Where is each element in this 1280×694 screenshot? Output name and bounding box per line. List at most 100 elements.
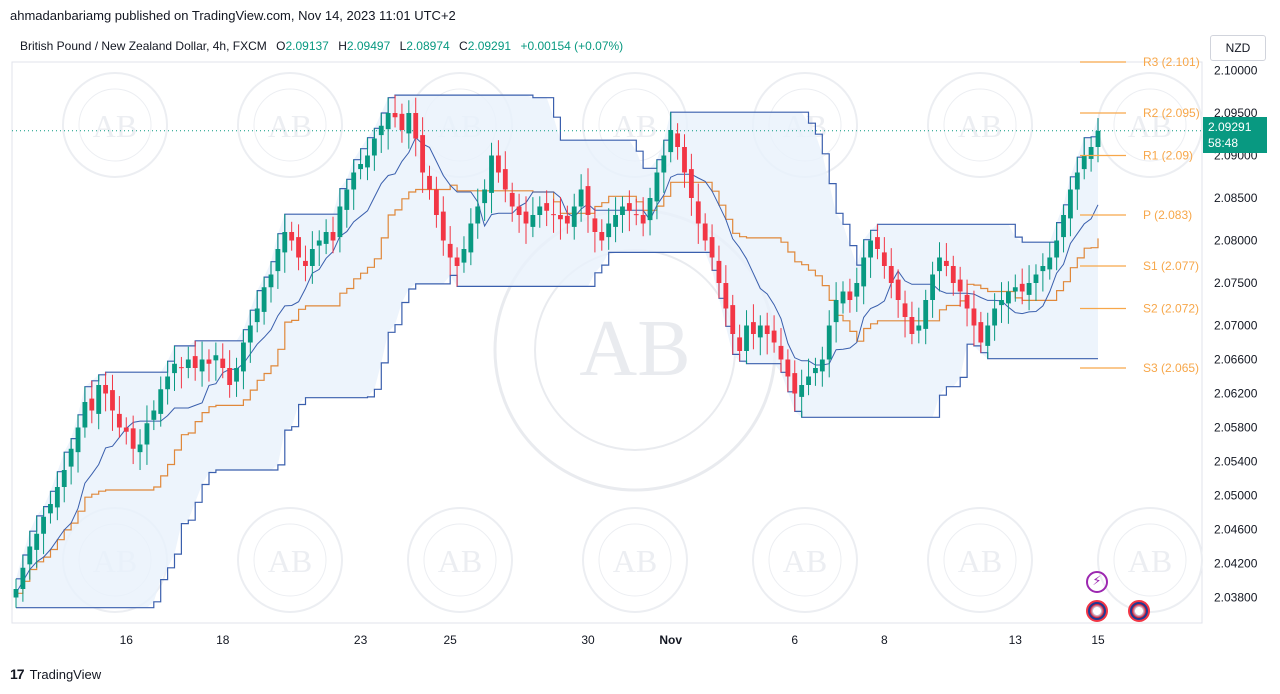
candle-body (551, 214, 556, 216)
candle (723, 265, 729, 327)
candle (702, 213, 708, 251)
candle-body (868, 240, 873, 258)
candle-body (151, 410, 157, 420)
candle (861, 239, 867, 305)
candle-body (626, 203, 632, 211)
candle (799, 369, 805, 418)
candle-body (282, 232, 288, 253)
tradingview-brand[interactable]: 17 TradingView (10, 666, 101, 682)
candle (688, 153, 694, 216)
candle (895, 269, 901, 318)
candle (151, 400, 157, 431)
bolt-icon[interactable]: ⚡ (1086, 571, 1108, 593)
candle (620, 196, 625, 233)
watermark-letters: AB (613, 543, 657, 579)
candle-body (227, 368, 233, 385)
candle-body (937, 257, 942, 272)
candle (668, 112, 674, 163)
candle-body (764, 325, 770, 334)
open-value: 2.09137 (285, 39, 329, 53)
candle (75, 414, 81, 473)
candle (937, 242, 942, 292)
candle-body (992, 308, 998, 326)
candle (675, 123, 681, 160)
watermark-circle (423, 523, 497, 597)
y-tick-label: 2.09500 (1214, 106, 1258, 120)
candle (633, 198, 639, 226)
candle-body (902, 303, 908, 317)
candle-body (254, 308, 260, 323)
candle (978, 311, 984, 353)
candle-body (723, 283, 729, 309)
candle (241, 329, 246, 390)
high-value: 2.09497 (346, 39, 391, 53)
candle-body (68, 448, 74, 467)
candle-body (385, 113, 391, 130)
candle (220, 343, 226, 379)
candle (89, 380, 95, 424)
candle-body (41, 516, 46, 534)
chart-grid (11, 61, 1203, 624)
candle (1054, 222, 1060, 271)
pivot-label: S1 (2.077) (1143, 259, 1199, 273)
watermark-letters: AB (1128, 543, 1172, 579)
candle (385, 97, 391, 150)
candle-body (854, 283, 860, 297)
open-label: O (276, 39, 286, 53)
candle-body (702, 223, 708, 241)
pivot-label: P (2.083) (1143, 208, 1192, 222)
watermark-circle (1097, 507, 1203, 613)
candle (103, 372, 109, 412)
candle-body (213, 355, 219, 361)
candle-body (1068, 189, 1073, 219)
candle-body (178, 367, 184, 369)
candle (468, 208, 474, 266)
candle-body (234, 368, 239, 382)
candle (365, 137, 370, 181)
candle-body (847, 291, 853, 300)
candle-body (220, 358, 226, 368)
uk-flag-icon[interactable] (1086, 600, 1108, 622)
watermark-circle (927, 72, 1033, 178)
candle-body (27, 546, 33, 565)
candle-body (564, 215, 570, 224)
candle (48, 491, 53, 524)
candle (1068, 176, 1073, 237)
candle-body (89, 398, 95, 411)
candle-body (371, 138, 377, 156)
candle (778, 328, 784, 373)
candle-body (48, 504, 53, 514)
candle (654, 159, 660, 220)
candle-body (461, 249, 467, 263)
candle (647, 187, 653, 236)
candle (20, 555, 26, 602)
watermark-circle (943, 523, 1017, 597)
candle-body (688, 169, 694, 198)
currency-button[interactable]: NZD (1210, 35, 1266, 61)
candle (213, 342, 219, 381)
candle-body (475, 206, 481, 224)
candle (440, 196, 446, 256)
candle-body (744, 325, 749, 351)
candle-body (585, 186, 591, 215)
uk-flag-icon[interactable] (1128, 600, 1150, 622)
candle (427, 165, 432, 200)
pivot-label: R3 (2.101) (1143, 55, 1200, 69)
candle (957, 266, 963, 307)
candle (530, 197, 536, 238)
y-tick-label: 2.07000 (1214, 319, 1258, 333)
candle (785, 349, 791, 392)
watermark-circle (1113, 88, 1187, 162)
candle-body (1033, 274, 1039, 283)
candle (34, 515, 40, 568)
candle-body (916, 325, 922, 331)
pivot-label: R2 (2.095) (1143, 106, 1200, 120)
y-tick-label: 2.05000 (1214, 489, 1258, 503)
candle (771, 315, 777, 353)
candle-body (61, 470, 67, 487)
candle (551, 198, 556, 233)
candle (985, 312, 991, 359)
candle-body (509, 192, 515, 207)
published-info: ahmadanbariamg published on TradingView.… (10, 8, 456, 23)
